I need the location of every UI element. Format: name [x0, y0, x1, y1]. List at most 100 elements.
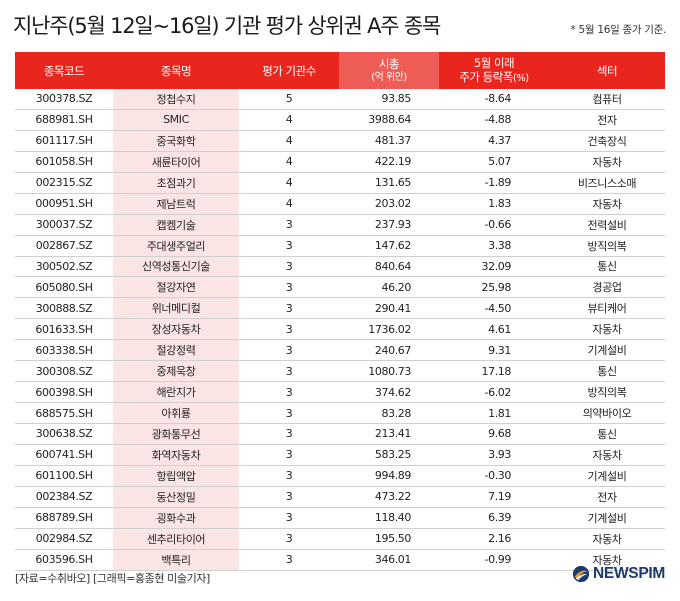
header-cap-unit: (억 위안)	[371, 71, 407, 83]
table-row: 000951.SH 제남트럭 4 203.02 1.83 자동차	[15, 193, 665, 215]
cell-count: 3	[239, 360, 339, 383]
cell-cap: 290.41	[339, 297, 439, 320]
cell-name: 아휘룡	[113, 402, 239, 424]
newspim-logo-icon	[572, 565, 590, 583]
table-row: 601058.SH 새륜타이어 4 422.19 5.07 자동차	[15, 151, 665, 173]
cell-cap: 83.28	[339, 402, 439, 424]
cell-count: 4	[239, 109, 339, 131]
cell-change: 6.39	[439, 507, 549, 529]
cell-name: 굉화수과	[113, 507, 239, 529]
cell-name: 중국화학	[113, 130, 239, 152]
cell-change: 2.16	[439, 528, 549, 550]
cell-change: 7.19	[439, 486, 549, 508]
cell-sector: 전자	[549, 486, 665, 508]
table-row: 300378.SZ 정첩수지 5 93.85 -8.64 컴퓨터	[15, 89, 665, 110]
cell-change: 9.31	[439, 339, 549, 362]
header-change-label: 주가 등락폭	[459, 69, 513, 84]
cell-code: 605080.SH	[15, 276, 113, 299]
source-credit: [자료=수취바오] [그래픽=홍종현 미술기자]	[15, 572, 210, 585]
table-row: 601117.SH 중국화학 4 481.37 4.37 건축장식	[15, 130, 665, 152]
cell-count: 3	[239, 486, 339, 508]
cell-count: 3	[239, 276, 339, 299]
cell-name: 정첩수지	[113, 89, 239, 110]
cell-code: 300502.SZ	[15, 256, 113, 278]
cell-code: 002984.SZ	[15, 528, 113, 550]
cell-sector: 통신	[549, 256, 665, 278]
table-row: 300638.SZ 광화통무선 3 213.41 9.68 통신	[15, 423, 665, 445]
cell-change: -0.30	[439, 465, 549, 487]
table-row: 002867.SZ 주대생주얼리 3 147.62 3.38 방직의복	[15, 235, 665, 257]
cell-count: 3	[239, 214, 339, 236]
cell-cap: 147.62	[339, 235, 439, 257]
cell-name: 센추리타이어	[113, 528, 239, 550]
table-row: 002384.SZ 동산정밀 3 473.22 7.19 전자	[15, 486, 665, 508]
cell-sector: 건축장식	[549, 130, 665, 152]
header-sector: 섹터	[549, 52, 665, 89]
table-row: 300888.SZ 위너메디컬 3 290.41 -4.50 뷰티케어	[15, 297, 665, 320]
cell-name: 화역자동차	[113, 444, 239, 466]
table-row: 300502.SZ 신역성통신기술 3 840.64 32.09 통신	[15, 256, 665, 278]
cell-sector: 전력설비	[549, 214, 665, 236]
cell-code: 000951.SH	[15, 193, 113, 215]
cell-cap: 203.02	[339, 193, 439, 215]
cell-change: 9.68	[439, 423, 549, 445]
header-change-line2: 주가 등락폭(%)	[439, 70, 549, 86]
table-row: 601100.SH 항립액압 3 994.89 -0.30 기계설비	[15, 465, 665, 487]
cell-count: 3	[239, 235, 339, 257]
table-header-row: 종목코드 종목명 평가 기관수 시총 (억 위안) 5월 이래 주가 등락폭(%…	[15, 52, 665, 89]
cell-sector: 자동차	[549, 444, 665, 466]
cell-cap: 346.01	[339, 549, 439, 571]
cell-sector: 의약바이오	[549, 402, 665, 424]
cell-code: 300888.SZ	[15, 297, 113, 320]
cell-count: 4	[239, 193, 339, 215]
cell-cap: 422.19	[339, 151, 439, 173]
header-change-line1: 5월 이래	[473, 55, 515, 70]
cell-sector: 자동차	[549, 151, 665, 173]
cell-count: 3	[239, 423, 339, 445]
cell-change: -8.64	[439, 89, 549, 110]
cell-cap: 1736.02	[339, 318, 439, 341]
cell-count: 3	[239, 528, 339, 550]
cell-count: 3	[239, 381, 339, 404]
cell-cap: 840.64	[339, 256, 439, 278]
cell-name: 항립액압	[113, 465, 239, 487]
cell-count: 4	[239, 172, 339, 194]
table-row: 002984.SZ 센추리타이어 3 195.50 2.16 자동차	[15, 528, 665, 550]
header-count: 평가 기관수	[239, 52, 339, 89]
cell-sector: 통신	[549, 423, 665, 445]
cell-count: 4	[239, 151, 339, 173]
cell-change: 1.81	[439, 402, 549, 424]
cell-cap: 46.20	[339, 276, 439, 299]
cell-code: 603596.SH	[15, 549, 113, 571]
header-change: 5월 이래 주가 등락폭(%)	[439, 52, 549, 89]
cell-code: 300037.SZ	[15, 214, 113, 236]
cell-code: 688575.SH	[15, 402, 113, 424]
cell-count: 3	[239, 339, 339, 362]
cell-cap: 213.41	[339, 423, 439, 445]
cell-code: 300378.SZ	[15, 89, 113, 110]
cell-count: 3	[239, 549, 339, 571]
cell-sector: 자동차	[549, 549, 665, 571]
footnote: * 5월 16일 종가 기준.	[570, 24, 667, 36]
cell-change: -0.99	[439, 549, 549, 571]
cell-code: 688789.SH	[15, 507, 113, 529]
cell-name: 절강정력	[113, 339, 239, 362]
table-row: 688789.SH 굉화수과 3 118.40 6.39 기계설비	[15, 507, 665, 529]
cell-sector: 자동차	[549, 528, 665, 550]
cell-code: 688981.SH	[15, 109, 113, 131]
cell-change: 32.09	[439, 256, 549, 278]
cell-count: 3	[239, 297, 339, 320]
cell-code: 300638.SZ	[15, 423, 113, 445]
cell-name: 장성자동차	[113, 318, 239, 341]
cell-sector: 통신	[549, 360, 665, 383]
cell-count: 3	[239, 465, 339, 487]
cell-name: 새륜타이어	[113, 151, 239, 173]
table-row: 601633.SH 장성자동차 3 1736.02 4.61 자동차	[15, 318, 665, 341]
cell-count: 4	[239, 130, 339, 152]
cell-change: 4.61	[439, 318, 549, 341]
cell-code: 601117.SH	[15, 130, 113, 152]
cell-count: 3	[239, 402, 339, 424]
cell-name: SMIC	[113, 109, 239, 131]
cell-name: 주대생주얼리	[113, 235, 239, 257]
table-row: 002315.SZ 초점과기 4 131.65 -1.89 비즈니스소매	[15, 172, 665, 194]
